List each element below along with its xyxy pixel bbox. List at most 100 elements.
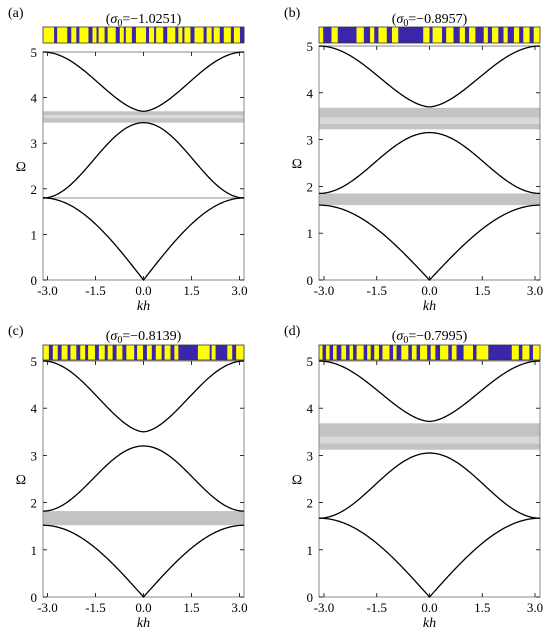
stripe-segment xyxy=(430,345,436,360)
x-tick-label: 3.0 xyxy=(527,283,543,298)
stripe-segment xyxy=(341,345,347,360)
y-tick-label: 4 xyxy=(307,86,314,101)
stripe-segment xyxy=(476,345,489,360)
stripe-segment xyxy=(356,345,364,360)
x-tick-label: 1.5 xyxy=(474,283,490,298)
stripe-segment xyxy=(79,27,89,43)
y-tick-label: 2 xyxy=(31,182,38,197)
stripe-segment xyxy=(363,27,371,43)
stripe-segment xyxy=(389,345,394,360)
y-tick-label: 1 xyxy=(307,543,314,558)
stripe-segment xyxy=(423,27,430,43)
x-tick-label: -1.5 xyxy=(85,283,106,298)
stripe-segment xyxy=(112,345,117,360)
stripe-segment xyxy=(76,345,81,360)
stripe-segment xyxy=(174,345,179,360)
stripe-segment xyxy=(163,27,168,43)
stripe-segment xyxy=(363,345,368,360)
stripe-segment xyxy=(487,27,493,43)
stripe-segment xyxy=(122,345,127,360)
plot-frame xyxy=(42,360,245,598)
stripe-segment xyxy=(529,27,535,43)
x-tick-label: -1.5 xyxy=(85,600,106,615)
stripe-segment xyxy=(146,27,150,43)
stripe-segment xyxy=(115,27,121,43)
stripe-segment xyxy=(529,345,534,360)
panel-title: (σ0=−0.8957) xyxy=(392,12,468,29)
stripe-segment xyxy=(513,27,520,43)
stripe-segment xyxy=(134,345,138,360)
stripe-segment xyxy=(197,345,210,360)
x-tick-label: 0.0 xyxy=(135,600,151,615)
stripe-segment xyxy=(319,27,324,43)
series-band-2 xyxy=(42,445,245,512)
band-gap-highlight xyxy=(43,114,244,119)
series-band-2 xyxy=(318,452,541,519)
stripe-segment xyxy=(492,27,499,43)
stripe-segment xyxy=(143,345,148,360)
stripe-segment xyxy=(43,27,55,43)
stripe-segment xyxy=(96,27,99,43)
stripe-segment xyxy=(48,345,54,360)
panel-label: (d) xyxy=(284,324,301,339)
stripe-segment xyxy=(511,345,520,360)
y-tick-label: 0 xyxy=(31,273,38,288)
band-gap-highlight xyxy=(319,117,540,125)
stripe-segment xyxy=(175,27,179,43)
stripe-segment xyxy=(104,345,109,360)
stripe-segment xyxy=(483,27,489,43)
stripe-segment xyxy=(533,27,541,43)
y-tick-label: 5 xyxy=(307,354,314,369)
y-tick-label: 2 xyxy=(307,496,314,511)
stripe-segment xyxy=(236,345,245,360)
stripe-segment xyxy=(349,345,354,360)
y-tick-label: 3 xyxy=(307,448,314,463)
series-band-3 xyxy=(42,360,245,433)
stripe-segment xyxy=(456,345,464,360)
panel-label: (b) xyxy=(284,6,301,21)
stripe-segment xyxy=(67,27,72,43)
y-tick-label: 4 xyxy=(31,91,38,106)
stripe-segment xyxy=(336,345,342,360)
stripe-segment xyxy=(391,27,399,43)
stripe-segment xyxy=(70,345,77,360)
x-tick-label: -3.0 xyxy=(314,283,335,298)
stripe-segment xyxy=(92,27,97,43)
stripe-segment xyxy=(331,27,339,43)
x-tick-label: 0.0 xyxy=(421,600,437,615)
stripe-segment xyxy=(346,345,350,360)
stripe-segment xyxy=(323,27,332,43)
x-tick-label: 3.0 xyxy=(231,600,247,615)
stripe-segment xyxy=(230,27,235,43)
plot-frame xyxy=(318,360,541,598)
y-tick-label: 0 xyxy=(307,590,314,605)
y-tick-label: 1 xyxy=(307,226,314,241)
stripe-segment xyxy=(472,345,477,360)
stripe-segment xyxy=(213,27,221,43)
stripe-segment xyxy=(382,345,390,360)
x-tick-label: -3.0 xyxy=(37,283,58,298)
stripe-segment xyxy=(401,345,409,360)
panel-d: -3.0 -1.5 0.0 1.5 3.0 0 1 2 3 4 5 kh Ω (d) (σ0=−0.7995… xyxy=(284,324,543,631)
stripe-segment xyxy=(146,345,153,360)
stripe-segment xyxy=(209,345,212,360)
stripe-segment xyxy=(475,27,485,43)
stripe-segment xyxy=(161,345,165,360)
y-tick-label: 5 xyxy=(31,354,38,369)
x-axis-label: kh xyxy=(137,616,150,631)
stripe-segment xyxy=(239,27,245,43)
stripe-segment xyxy=(76,27,80,43)
stripe-segment xyxy=(88,345,96,360)
stripe-segment xyxy=(43,345,50,360)
stripe-segment xyxy=(178,345,199,360)
stripe-segment xyxy=(80,345,86,360)
stripe-segment xyxy=(386,27,393,43)
stripe-segment xyxy=(104,27,108,43)
stripe-segment xyxy=(57,27,68,43)
stripe-segment xyxy=(498,27,504,43)
stripe-segment xyxy=(356,27,365,43)
stripe-segment xyxy=(326,345,330,360)
panel-b: -3.0 -1.5 0.0 1.5 3.0 0 1 2 3 4 5 kh Ω (b) (σ0=−0.8957… xyxy=(284,6,543,314)
x-tick-label: -3.0 xyxy=(314,600,335,615)
series-band-1 xyxy=(42,197,245,282)
